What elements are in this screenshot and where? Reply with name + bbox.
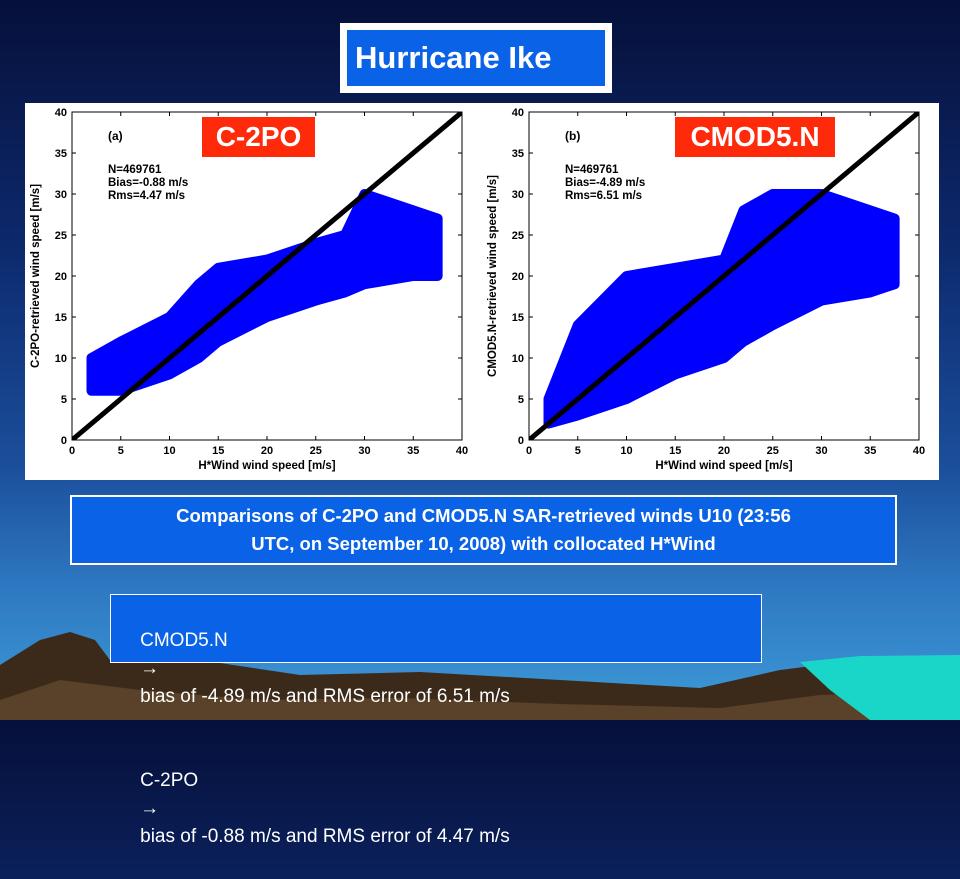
y-tick-label: 40 — [512, 107, 524, 119]
water-area — [800, 655, 960, 720]
y-tick-label: 10 — [512, 353, 524, 365]
x-tick-label: 0 — [526, 445, 532, 457]
x-tick-label: 15 — [669, 445, 681, 457]
stats-line: N=469761 — [108, 164, 162, 176]
x-axis-label: H*Wind wind speed [m/s] — [655, 460, 792, 472]
y-tick-label: 15 — [55, 312, 67, 324]
summary-line-cmod5n: CMOD5.N → bias of -4.89 m/s and RMS erro… — [119, 599, 761, 739]
x-tick-label: 5 — [118, 445, 124, 457]
x-tick-label: 30 — [815, 445, 827, 457]
x-tick-label: 25 — [767, 445, 779, 457]
mountain-silhouette — [0, 632, 960, 720]
y-tick-label: 5 — [518, 394, 524, 406]
summary-line-c2po: C-2PO → bias of -0.88 m/s and RMS error … — [119, 739, 761, 879]
x-tick-label: 0 — [69, 445, 75, 457]
x-tick-label: 5 — [575, 445, 581, 457]
y-tick-label: 10 — [55, 353, 67, 365]
x-tick-label: 20 — [261, 445, 273, 457]
title-box: Hurricane Ike — [340, 23, 612, 93]
x-tick-label: 25 — [310, 445, 322, 457]
arrow-icon: → — [140, 798, 160, 819]
summary-text: bias of -4.89 m/s and RMS error of 6.51 … — [140, 686, 510, 707]
caption-box: Comparisons of C-2PO and CMOD5.N SAR-ret… — [70, 495, 897, 565]
y-tick-label: 25 — [512, 230, 524, 242]
caption-line-2: UTC, on September 10, 2008) with colloca… — [251, 533, 716, 554]
y-tick-label: 40 — [55, 107, 67, 119]
figure-panel: 0 5 10 15 20 25 30 35 40 0 5 10 15 20 25 30 35 40 H*Wind w… — [25, 103, 939, 480]
reference-line — [529, 112, 919, 440]
stats-line: N=469761 — [565, 164, 619, 176]
y-tick-label: 25 — [55, 230, 67, 242]
x-tick-label: 40 — [913, 445, 925, 457]
y-tick-label: 30 — [55, 189, 67, 201]
tag-c2po: C-2PO — [202, 117, 315, 157]
y-tick-label: 0 — [518, 435, 524, 447]
stats-line: Rms=4.47 m/s — [108, 190, 185, 202]
x-axis-label: H*Wind wind speed [m/s] — [198, 460, 335, 472]
summary-label: C-2PO — [140, 770, 199, 791]
y-tick-label: 20 — [512, 271, 524, 283]
y-tick-label: 30 — [512, 189, 524, 201]
chart-b: 0 5 10 15 20 25 30 35 40 0 5 10 15 20 25 30 35 40 H*Wind w… — [487, 107, 925, 472]
y-axis-label: CMOD5.N-retrieved wind speed [m/s] — [487, 175, 499, 377]
y-tick-label: 15 — [512, 312, 524, 324]
y-tick-label: 35 — [512, 148, 524, 160]
page-title: Hurricane Ike — [347, 30, 605, 86]
summary-box: CMOD5.N → bias of -4.89 m/s and RMS erro… — [110, 594, 762, 847]
stats-line: Bias=-4.89 m/s — [565, 177, 645, 189]
mountain-ridge — [0, 680, 960, 720]
x-tick-label: 10 — [620, 445, 632, 457]
summary-text: bias of -0.88 m/s and RMS error of 4.47 … — [140, 826, 510, 847]
x-tick-label: 40 — [456, 445, 468, 457]
x-tick-label: 35 — [407, 445, 419, 457]
y-tick-label: 35 — [55, 148, 67, 160]
stats-line: Bias=-0.88 m/s — [108, 177, 188, 189]
chart-a: 0 5 10 15 20 25 30 35 40 0 5 10 15 20 25 30 35 40 H*Wind w… — [30, 107, 468, 472]
caption-line-1: Comparisons of C-2PO and CMOD5.N SAR-ret… — [176, 505, 791, 526]
stats-line: Rms=6.51 m/s — [565, 190, 642, 202]
y-tick-label: 5 — [61, 394, 67, 406]
scatter-point-cloud — [86, 189, 443, 396]
panel-label: (b) — [565, 129, 580, 143]
scatter-point-cloud — [543, 189, 900, 429]
x-tick-label: 30 — [358, 445, 370, 457]
x-tick-label: 20 — [718, 445, 730, 457]
x-tick-label: 10 — [163, 445, 175, 457]
y-tick-label: 20 — [55, 271, 67, 283]
y-tick-label: 0 — [61, 435, 67, 447]
summary-label: CMOD5.N — [140, 630, 228, 651]
landscape-background — [0, 632, 960, 720]
x-tick-label: 15 — [212, 445, 224, 457]
y-axis-label: C-2PO-retrieved wind speed [m/s] — [30, 184, 42, 368]
panel-label: (a) — [108, 129, 123, 143]
x-tick-label: 35 — [864, 445, 876, 457]
arrow-icon: → — [140, 658, 160, 679]
reference-line — [72, 112, 462, 440]
tag-cmod5n: CMOD5.N — [675, 117, 835, 157]
